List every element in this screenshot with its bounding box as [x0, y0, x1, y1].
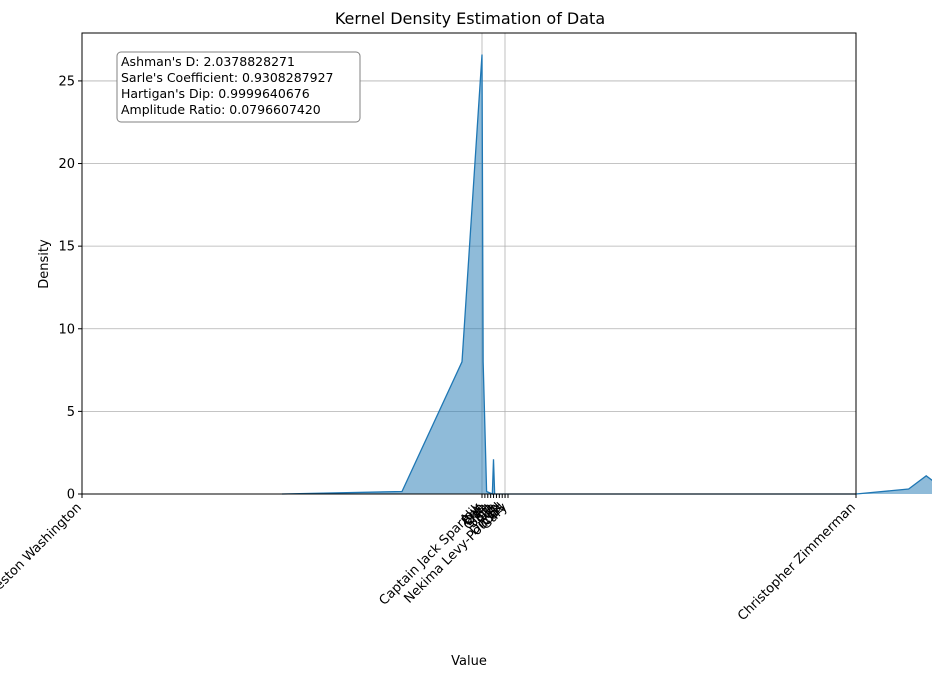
- chart-title: Kernel Density Estimation of Data: [335, 9, 605, 28]
- stats-annotation-box: Ashman's D: 2.0378828271 Sarle's Coeffic…: [116, 51, 361, 123]
- stats-box-background: [116, 51, 361, 123]
- stats-line-hartigan: Hartigan's Dip: 0.9999640676: [121, 86, 310, 101]
- x-tick-label: Captain Jack Sparrow: [377, 500, 486, 609]
- density-line: [281, 54, 932, 495]
- x-tick-label: Christopher Zimmerman: [735, 500, 859, 624]
- x-tick-label: Theron Preston Washington: [0, 500, 85, 638]
- x-axis-label: Value: [451, 654, 487, 669]
- y-tick-label: 15: [58, 240, 75, 255]
- stats-line-sarle: Sarle's Coefficient: 0.9308287927: [121, 70, 333, 85]
- y-tick-label: 5: [67, 405, 75, 420]
- plot-frame: [81, 32, 857, 495]
- y-tick-label: 0: [67, 488, 75, 503]
- y-tick-label: 20: [58, 157, 75, 172]
- x-tick-label: Nekima Levy-Pounds: [402, 500, 508, 606]
- density-area: [281, 54, 932, 495]
- y-tick-label: 25: [58, 74, 75, 89]
- y-ticks: 0 5 10 15 20 25: [58, 74, 82, 503]
- density-fill: [282, 54, 932, 494]
- stats-line-ashman: Ashman's D: 2.0378828271: [121, 54, 295, 69]
- stats-line-amplitude: Amplitude Ratio: 0.0796607420: [121, 102, 321, 117]
- y-tick-label: 10: [58, 322, 75, 337]
- y-axis-label: Density: [37, 239, 52, 289]
